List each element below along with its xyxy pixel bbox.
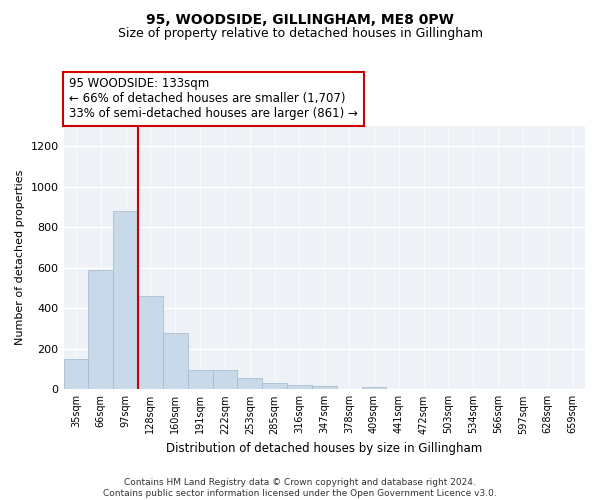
Text: Size of property relative to detached houses in Gillingham: Size of property relative to detached ho…: [118, 28, 482, 40]
Bar: [312, 386, 337, 390]
Bar: [113, 211, 138, 390]
X-axis label: Distribution of detached houses by size in Gillingham: Distribution of detached houses by size …: [166, 442, 482, 455]
Text: 95 WOODSIDE: 133sqm
← 66% of detached houses are smaller (1,707)
33% of semi-det: 95 WOODSIDE: 133sqm ← 66% of detached ho…: [69, 78, 358, 120]
Bar: [88, 270, 113, 390]
Bar: [138, 296, 163, 390]
Text: Contains HM Land Registry data © Crown copyright and database right 2024.
Contai: Contains HM Land Registry data © Crown c…: [103, 478, 497, 498]
Bar: [212, 370, 238, 390]
Bar: [287, 386, 312, 390]
Bar: [238, 378, 262, 390]
Bar: [362, 388, 386, 390]
Bar: [163, 332, 188, 390]
Text: 95, WOODSIDE, GILLINGHAM, ME8 0PW: 95, WOODSIDE, GILLINGHAM, ME8 0PW: [146, 12, 454, 26]
Y-axis label: Number of detached properties: Number of detached properties: [15, 170, 25, 345]
Bar: [262, 383, 287, 390]
Bar: [188, 370, 212, 390]
Bar: [64, 359, 88, 390]
